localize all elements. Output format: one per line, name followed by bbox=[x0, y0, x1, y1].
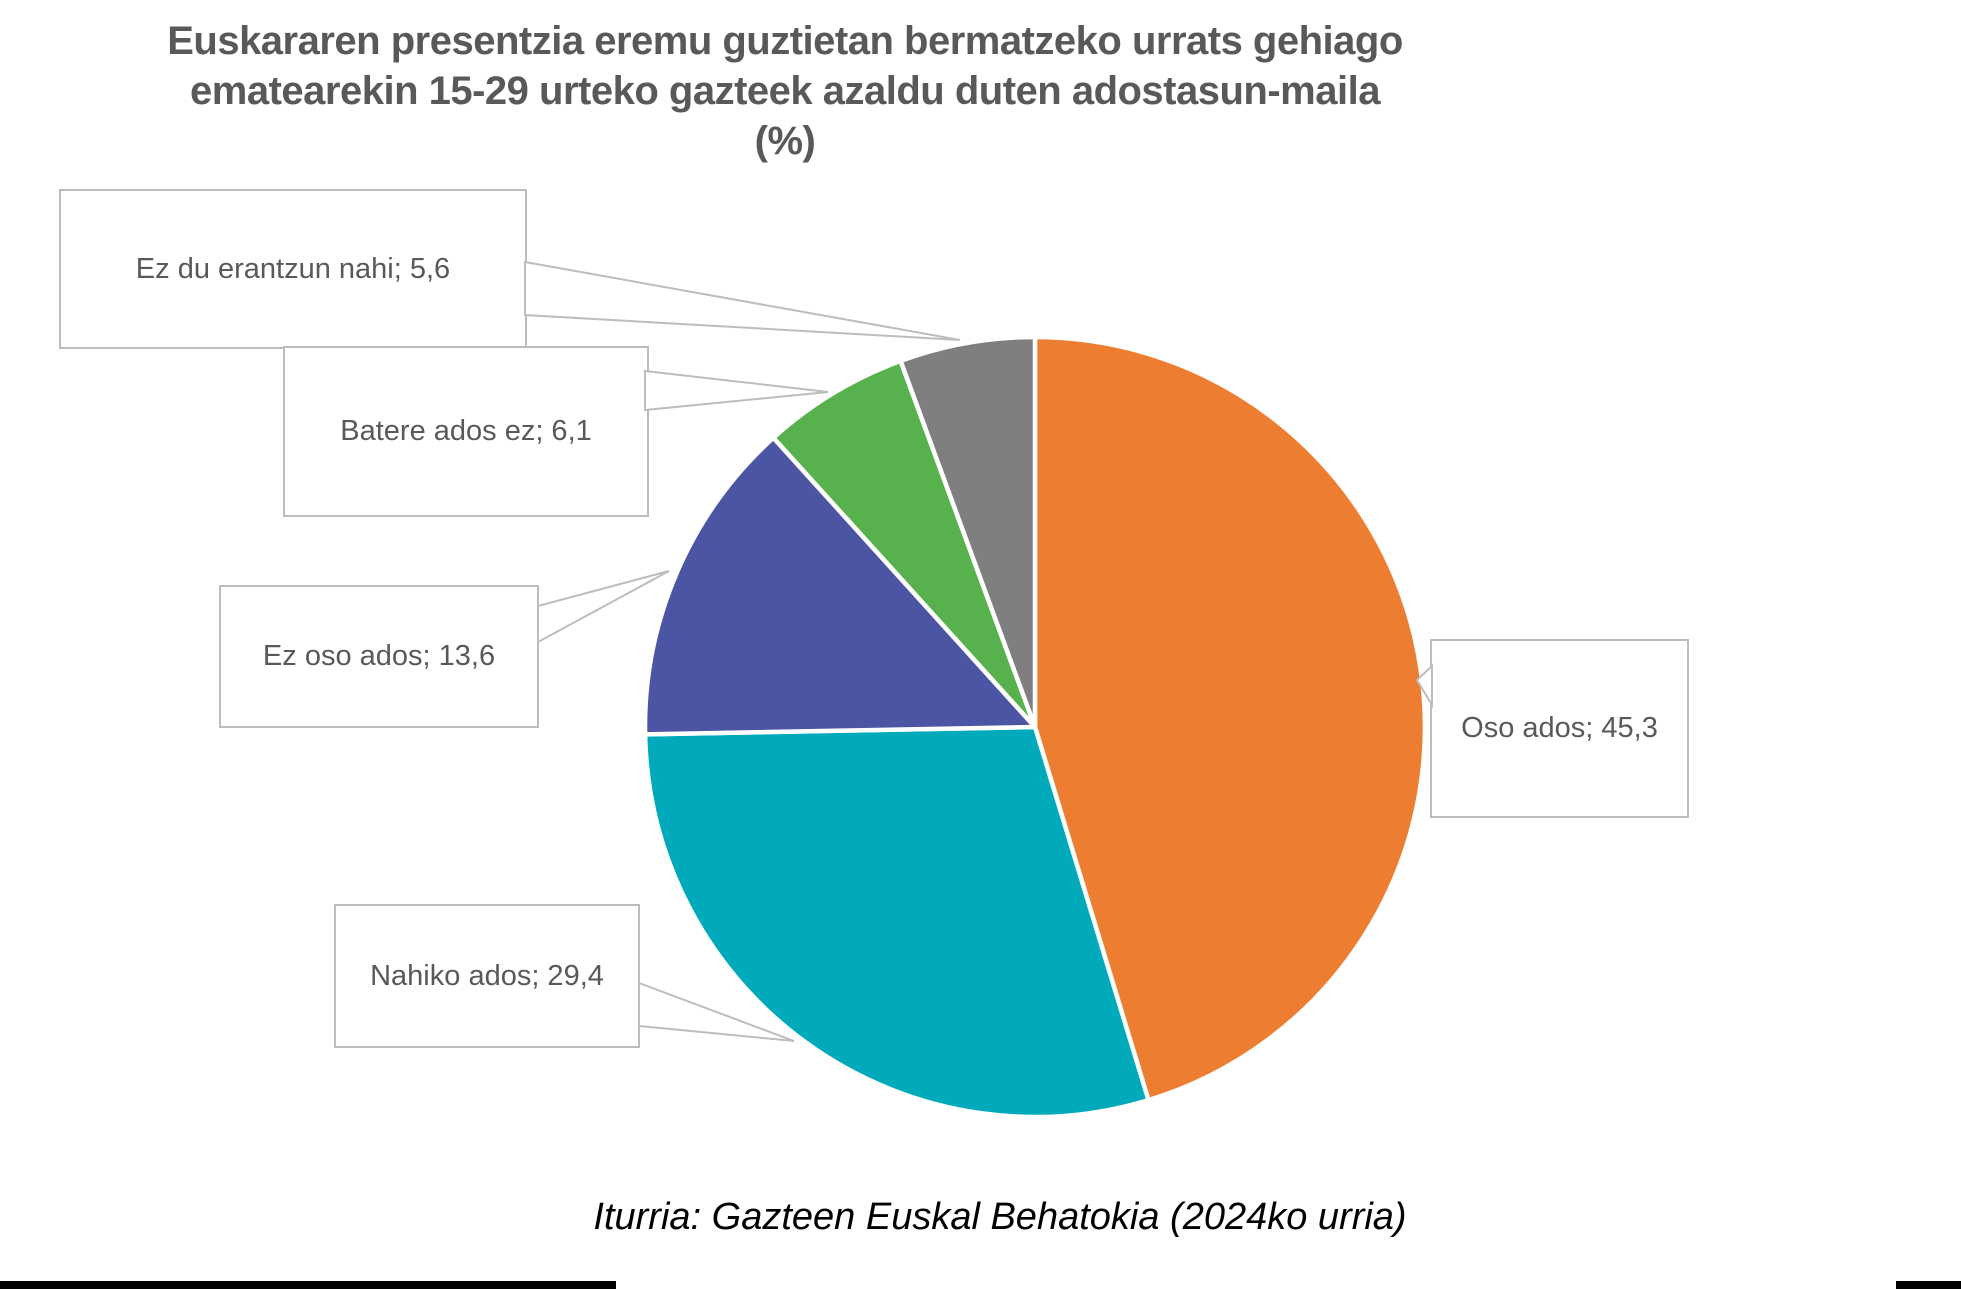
chart-title-line2: ematearekin 15-29 urteko gazteek azaldu … bbox=[190, 69, 1380, 163]
callout-label-text: Nahiko ados; 29,4 bbox=[370, 959, 604, 992]
callout-label-text: Ez oso ados; 13,6 bbox=[262, 640, 496, 672]
source-caption: Iturria: Gazteen Euskal Behatokia (2024k… bbox=[593, 1196, 1407, 1238]
chart-title-line1: Euskararen presentzia eremu guztietan be… bbox=[167, 19, 1403, 63]
callout-label-text: Batere ados ez; 6,1 bbox=[340, 415, 592, 447]
callout-label-nahiko-ados: Nahiko ados; 29,4 bbox=[334, 904, 640, 1048]
bottom-rule-right bbox=[1896, 1281, 1961, 1289]
pie-slice-nahiko-ados bbox=[642, 724, 1151, 1120]
callout-label-ez-du-erantzun-nahi: Ez du erantzun nahi; 5,6 bbox=[59, 189, 527, 349]
pie-slice-ez-oso-ados bbox=[642, 435, 1038, 737]
callout-label-oso-ados: Oso ados; 45,3 bbox=[1430, 639, 1689, 818]
callout-label-batere-ados-ez: Batere ados ez; 6,1 bbox=[283, 346, 649, 517]
callout-label-text: Ez du erantzun nahi; 5,6 bbox=[135, 252, 451, 285]
bottom-rule-left bbox=[0, 1281, 616, 1289]
callout-label-text: Oso ados; 45,3 bbox=[1461, 712, 1658, 744]
pie-slices bbox=[642, 334, 1428, 1120]
pie-slice-ez-du-erantzun-nahi bbox=[898, 334, 1038, 730]
chart-title: Euskararen presentzia eremu guztietan be… bbox=[160, 16, 1410, 166]
callout-label-ez-oso-ados: Ez oso ados; 13,6 bbox=[219, 585, 539, 728]
pie-slice-batere-ados-ez bbox=[771, 358, 1038, 730]
